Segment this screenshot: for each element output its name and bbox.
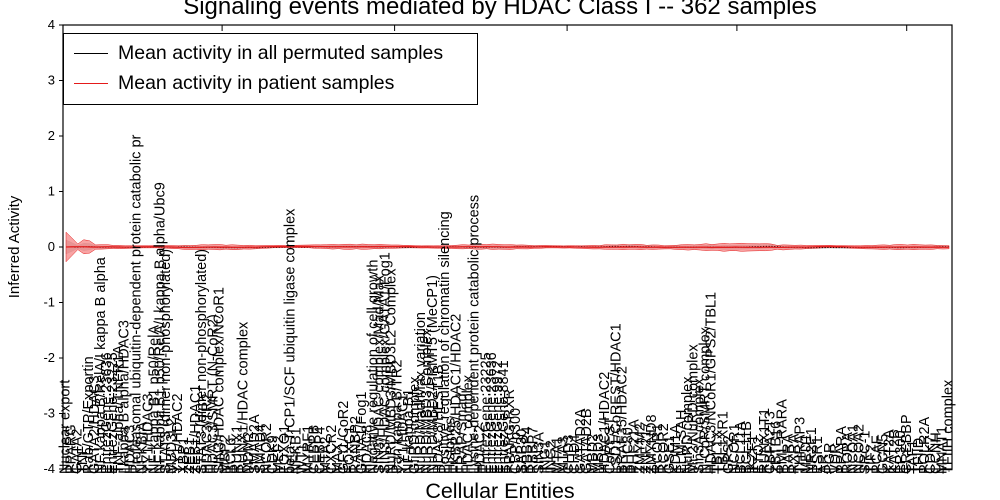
svg-text:2: 2 (48, 128, 55, 143)
svg-text:-4: -4 (43, 461, 55, 476)
svg-text:-1: -1 (43, 295, 55, 310)
svg-text:3: 3 (48, 73, 55, 88)
svg-text:0: 0 (48, 239, 55, 254)
svg-text:-2: -2 (43, 350, 55, 365)
svg-text:1: 1 (48, 184, 55, 199)
svg-text:TFIIH complex: TFIIH complex (941, 379, 957, 474)
svg-text:-3: -3 (43, 406, 55, 421)
